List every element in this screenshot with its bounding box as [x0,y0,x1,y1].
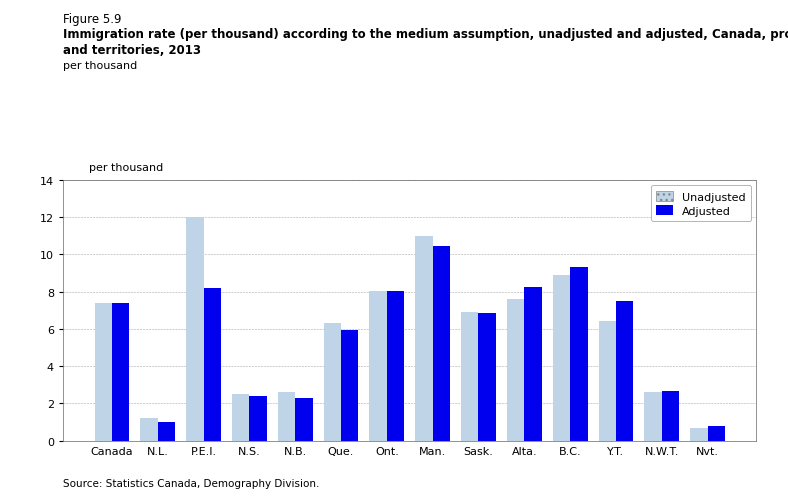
Bar [478,314,496,441]
Bar [690,428,708,441]
Bar [507,300,524,441]
Bar [616,301,634,441]
Bar [433,246,450,441]
Bar [112,303,129,441]
Bar [95,303,112,441]
Bar [387,291,404,441]
Bar [158,422,175,441]
Bar [552,275,570,441]
Bar [341,330,359,441]
Bar [140,418,158,441]
Text: Figure 5.9: Figure 5.9 [63,13,121,26]
Bar [708,426,725,441]
Bar [296,398,313,441]
Bar [524,288,541,441]
Legend: Unadjusted, Adjusted: Unadjusted, Adjusted [651,186,751,222]
Bar [232,394,250,441]
Text: per thousand: per thousand [63,61,137,71]
Bar [570,268,588,441]
Text: per thousand: per thousand [89,163,163,173]
Bar [370,291,387,441]
Bar [324,324,341,441]
Bar [278,392,296,441]
Bar [645,392,662,441]
Bar [186,217,203,441]
Bar [415,236,433,441]
Bar [203,288,221,441]
Bar [250,396,267,441]
Bar [662,392,679,441]
Bar [599,322,616,441]
Bar [461,313,478,441]
Text: Immigration rate (per thousand) according to the medium assumption, unadjusted a: Immigration rate (per thousand) accordin… [63,28,788,41]
Text: and territories, 2013: and territories, 2013 [63,44,201,57]
Text: Source: Statistics Canada, Demography Division.: Source: Statistics Canada, Demography Di… [63,478,319,488]
